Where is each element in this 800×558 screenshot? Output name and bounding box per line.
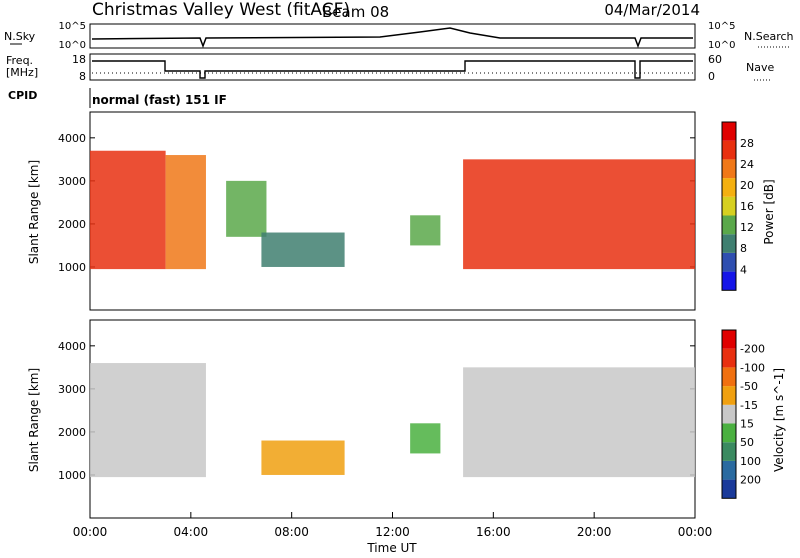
velocity-colorbar: 200 100 50 15 -15 -50 -100 -200 [721, 329, 765, 499]
colorbar-swatch [722, 178, 736, 197]
data-region-5 [463, 159, 695, 270]
time-x-ticks: 00:00 04:00 08:00 12:00 16:00 20:00 00:00 [73, 512, 713, 539]
freq-tick-top: 18 [72, 53, 86, 66]
station-title: Christmas Valley West (fitACF) [92, 0, 350, 20]
colorbar-tick-label: -100 [740, 361, 765, 374]
velocity-y-ticks: 1000 2000 3000 4000 [58, 340, 695, 482]
power-colorbar-label: Power [dB] [762, 179, 776, 244]
data-region-4 [410, 215, 441, 246]
colorbar-swatch [722, 479, 736, 499]
colorbar-swatch [722, 271, 736, 291]
y-tick-label: 1000 [58, 261, 86, 274]
data-region-1 [261, 440, 345, 475]
colorbar-swatch [722, 140, 736, 160]
colorbar-tick-label: -15 [740, 399, 758, 412]
colorbar-tick-label: 15 [740, 418, 754, 431]
freq-tick-bottom: 8 [79, 70, 86, 83]
x-tick-label: 04:00 [174, 525, 209, 539]
data-region-3 [463, 367, 695, 478]
colorbar-tick-label: 12 [740, 221, 754, 234]
cpid-text: normal (fast) 151 IF [92, 93, 227, 107]
colorbar-frame [721, 121, 737, 291]
colorbar-swatch [722, 367, 736, 387]
data-region-2 [226, 180, 267, 237]
colorbar-tick-label: 16 [740, 200, 754, 213]
velocity-ylabel: Slant Range [km] [27, 368, 41, 472]
colorbar-tick-label: 8 [740, 242, 747, 255]
nsearch-right-label: N.Search [744, 30, 794, 43]
y-tick-label: 2000 [58, 426, 86, 439]
date-label: 04/Mar/2014 [604, 1, 700, 19]
x-tick-label: 16:00 [476, 525, 511, 539]
nsky-tick-top: 10^5 [59, 21, 86, 32]
nsky-panel: N.Sky 10^5 10^0 10^5 10^0 N.Search [4, 21, 794, 51]
colorbar-swatch [722, 386, 736, 405]
velocity-data [90, 363, 695, 478]
colorbar-frame [721, 329, 737, 499]
nave-tick-bottom: 0 [708, 70, 715, 83]
cpid-label: CPID [8, 89, 37, 102]
x-tick-label: 08:00 [274, 525, 309, 539]
colorbar-tick-label: 20 [740, 179, 754, 192]
y-tick-label: 2000 [58, 218, 86, 231]
power-panel: 1000 2000 3000 4000 Slant Range [km] 4 8 12 16… [27, 111, 776, 311]
colorbar-tick-label: -200 [740, 343, 765, 356]
colorbar-swatch [722, 442, 736, 461]
nsearch-tick-bottom: 10^0 [708, 40, 735, 51]
colorbar-swatch [722, 252, 736, 272]
x-tick-label: 00:00 [678, 525, 713, 539]
colorbar-tick-label: 28 [740, 137, 754, 150]
nsky-tick-bottom: 10^0 [59, 40, 86, 51]
x-tick-label: 00:00 [73, 525, 108, 539]
freq-trace [92, 60, 693, 79]
data-region-0 [90, 150, 166, 270]
colorbar-tick-label: -50 [740, 380, 758, 393]
colorbar-tick-label: 50 [740, 436, 754, 449]
freq-frame [89, 53, 696, 81]
colorbar-tick-label: 4 [740, 263, 747, 276]
velocity-panel: 1000 2000 3000 4000 Slant Range [km] 200 100… [27, 319, 786, 519]
data-region-2 [410, 423, 441, 454]
nsearch-tick-top: 10^5 [708, 21, 735, 32]
data-region-1 [165, 155, 206, 270]
colorbar-swatch [722, 234, 736, 253]
colorbar-tick-label: 100 [740, 455, 761, 468]
freq-panel: Freq. [MHz] 18 8 60 0 Nave [6, 53, 774, 83]
x-tick-label: 12:00 [375, 525, 410, 539]
x-tick-label: 20:00 [577, 525, 612, 539]
colorbar-tick-label: 24 [740, 158, 754, 171]
colorbar-swatch [722, 196, 736, 216]
power-ylabel: Slant Range [km] [27, 160, 41, 264]
colorbar-swatch [722, 330, 736, 349]
power-colorbar: 4 8 12 16 20 24 28 [721, 121, 754, 291]
nave-label: Nave [746, 61, 774, 74]
colorbar-swatch [722, 122, 736, 141]
colorbar-tick-label: 200 [740, 474, 761, 487]
nsky-frame [89, 23, 696, 49]
freq-label-1: Freq. [6, 54, 33, 67]
colorbar-swatch [722, 215, 736, 235]
nsky-left-label: N.Sky [4, 30, 36, 43]
x-axis-label: Time UT [366, 541, 417, 554]
y-tick-label: 3000 [58, 383, 86, 396]
power-data [90, 150, 695, 270]
beam-label: Beam 08 [322, 3, 389, 21]
colorbar-swatch [722, 460, 736, 480]
data-region-3 [261, 232, 345, 267]
nsky-trace [91, 27, 693, 49]
data-region-0 [90, 363, 206, 478]
y-tick-label: 1000 [58, 469, 86, 482]
y-tick-label: 3000 [58, 175, 86, 188]
colorbar-swatch [722, 159, 736, 179]
velocity-colorbar-label: Velocity [m s^-1] [772, 368, 786, 472]
freq-label-2: [MHz] [6, 66, 38, 79]
y-tick-label: 4000 [58, 132, 86, 145]
colorbar-swatch [722, 404, 736, 424]
y-tick-label: 4000 [58, 340, 86, 353]
colorbar-swatch [722, 348, 736, 368]
colorbar-swatch [722, 423, 736, 443]
nave-tick-top: 60 [708, 53, 722, 66]
